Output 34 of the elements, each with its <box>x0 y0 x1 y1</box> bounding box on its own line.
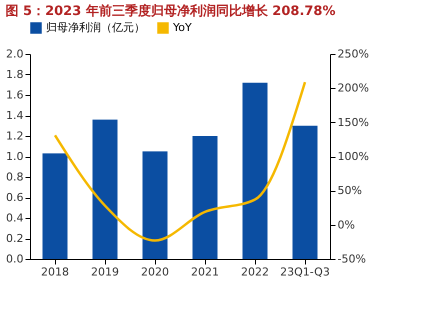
x-tick-label: 2022 <box>241 266 269 278</box>
legend-label: YoY <box>172 21 192 34</box>
y-tick-label: 1.6 <box>6 88 24 102</box>
y-tick-label: 1.0 <box>6 150 24 163</box>
y2-tick-label: 0% <box>338 218 355 232</box>
line-series <box>54 80 306 242</box>
y2-tick-label: 50% <box>338 184 362 198</box>
y-tick-label: 2.0 <box>6 48 24 60</box>
x-tick-label: 2019 <box>91 266 119 278</box>
y-tick-label: 1.2 <box>6 130 24 142</box>
y-tick-label: 0.0 <box>6 252 24 266</box>
y2-tick-label: -50% <box>338 252 366 266</box>
y-tick-label: 1.4 <box>6 109 24 122</box>
bar <box>92 120 118 259</box>
bar <box>292 126 318 259</box>
bar <box>242 82 268 259</box>
legend-label: 归母净利润（亿元） <box>46 21 145 34</box>
x-tick-label: 2021 <box>191 266 219 278</box>
chart-title: 图 5：2023 年前三季度归母净利润同比增长 208.78% <box>6 3 336 19</box>
y-tick-label: 0.2 <box>6 232 24 245</box>
y-tick-label: 0.8 <box>6 170 24 184</box>
y-tick-label: 1.8 <box>6 68 24 81</box>
y2-tick-label: 100% <box>338 150 369 163</box>
y-tick-label: 0.6 <box>6 191 24 204</box>
y2-tick-label: 150% <box>338 116 369 129</box>
y2-tick-label: 250% <box>338 48 369 60</box>
x-tick-label: 23Q1-Q3 <box>280 266 330 278</box>
bar <box>192 136 218 259</box>
x-tick-label: 2018 <box>41 266 69 278</box>
x-tick-label: 2020 <box>141 266 169 278</box>
bar <box>42 153 68 259</box>
y2-tick-label: 200% <box>338 82 369 95</box>
y-tick-label: 0.4 <box>6 212 24 224</box>
bar <box>142 151 168 259</box>
